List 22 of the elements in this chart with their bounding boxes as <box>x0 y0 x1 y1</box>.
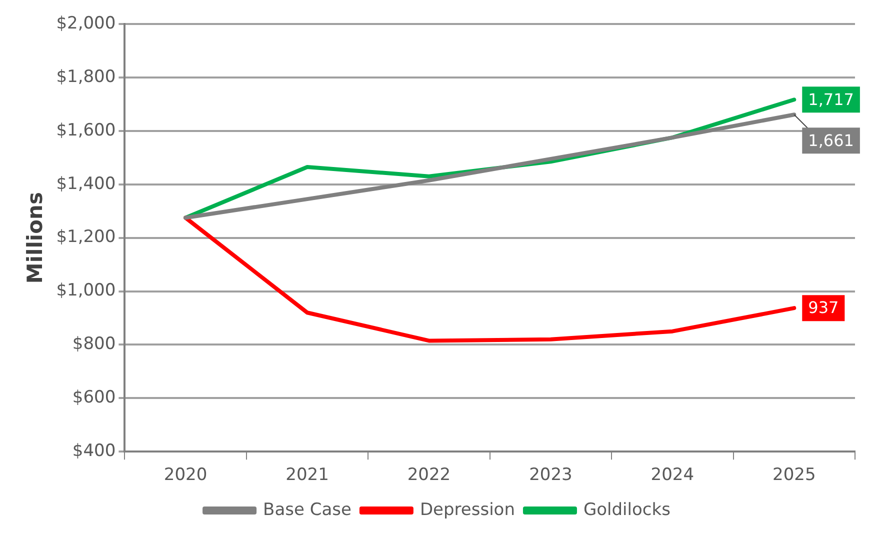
y-tick-label: $1,800 <box>56 66 116 87</box>
data-label: 1,661 <box>808 130 854 150</box>
legend-label: Base Case <box>263 500 352 520</box>
y-tick-label: $1,000 <box>56 280 116 301</box>
x-tick-label: 2020 <box>164 465 208 486</box>
legend-label: Goldilocks <box>583 500 671 520</box>
y-tick-label: $1,400 <box>56 174 116 194</box>
x-tick-label: 2024 <box>650 465 694 486</box>
y-tick-label: $400 <box>72 441 116 462</box>
y-tick-label: $800 <box>72 334 116 354</box>
legend-label: Depression <box>420 500 515 520</box>
x-tick-label: 2021 <box>286 465 329 486</box>
y-tick-label: $2,000 <box>56 13 116 34</box>
y-tick-label: $1,600 <box>56 120 116 140</box>
x-tick-label: 2023 <box>529 465 572 486</box>
y-axis-title: Millions <box>23 192 48 284</box>
x-tick-label: 2022 <box>407 465 451 486</box>
data-label: 1,717 <box>808 90 854 109</box>
y-tick-label: $600 <box>72 388 116 408</box>
x-tick-label: 2025 <box>772 465 816 486</box>
data-label: 937 <box>808 298 839 318</box>
y-tick-label: $1,200 <box>56 227 116 248</box>
